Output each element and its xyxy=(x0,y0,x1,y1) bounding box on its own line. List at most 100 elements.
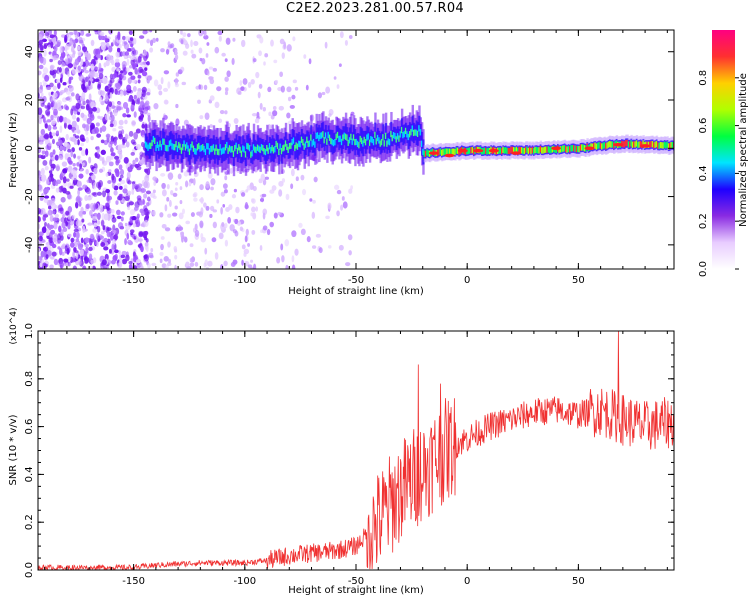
noise-speckle xyxy=(59,125,63,133)
noise-speckle xyxy=(112,229,117,234)
noise-speckle xyxy=(318,247,323,254)
noise-speckle xyxy=(74,130,77,134)
noise-speckle xyxy=(136,165,142,171)
ridge-band-core xyxy=(395,136,398,143)
ridge-band-core xyxy=(420,140,423,147)
noise-speckle xyxy=(67,144,71,150)
noise-speckle xyxy=(97,83,101,90)
noise-speckle xyxy=(80,237,84,244)
noise-speckle xyxy=(159,212,164,218)
noise-speckle xyxy=(66,178,70,182)
noise-speckle xyxy=(133,55,139,60)
noise-speckle xyxy=(271,185,277,191)
ridge-band-core xyxy=(291,138,294,146)
noise-speckle xyxy=(71,67,77,75)
ridge-band-core xyxy=(308,140,311,147)
noise-speckle xyxy=(212,221,218,229)
ridge-band-core xyxy=(195,148,198,155)
noise-speckle xyxy=(145,190,152,195)
ridge-band-core xyxy=(283,144,286,151)
noise-speckle xyxy=(218,232,224,240)
noise-speckle xyxy=(110,208,115,214)
ridge-band-core xyxy=(280,147,283,155)
noise-speckle xyxy=(120,216,124,222)
ridge-band-core xyxy=(344,133,347,140)
ridge-band-core xyxy=(354,139,357,146)
noise-speckle xyxy=(45,228,50,237)
noise-speckle xyxy=(123,41,128,45)
noise-speckle xyxy=(264,176,270,180)
noise-speckle xyxy=(41,174,47,182)
noise-speckle xyxy=(127,190,132,196)
noise-speckle xyxy=(107,180,112,184)
ridge-band-core xyxy=(160,144,163,151)
noise-speckle xyxy=(75,231,80,240)
noise-speckle xyxy=(160,77,164,85)
noise-speckle xyxy=(139,201,144,206)
noise-speckle xyxy=(164,227,171,232)
noise-speckle xyxy=(239,226,243,232)
noise-speckle xyxy=(286,112,291,119)
noise-speckle xyxy=(130,139,136,145)
ridge-band-core xyxy=(394,132,397,140)
noise-speckle xyxy=(67,148,72,153)
noise-speckle xyxy=(135,60,139,65)
noise-speckle xyxy=(232,37,236,42)
noise-speckle xyxy=(58,225,62,233)
noise-speckle xyxy=(143,54,148,62)
noise-speckle xyxy=(114,249,119,254)
noise-speckle xyxy=(51,210,56,215)
ridge-band-core xyxy=(577,145,580,153)
spectrogram-xtick-label: 0 xyxy=(464,275,470,286)
ridge-band-core xyxy=(530,147,533,155)
noise-speckle xyxy=(84,195,89,201)
noise-speckle xyxy=(54,181,59,187)
noise-speckle xyxy=(108,30,114,35)
noise-speckle xyxy=(168,199,172,207)
ridge-band-core xyxy=(578,146,581,153)
noise-speckle xyxy=(42,67,49,74)
noise-speckle xyxy=(336,210,340,217)
snr-ytick-label: 0.2 xyxy=(24,514,35,530)
noise-speckle xyxy=(125,141,130,148)
noise-speckle xyxy=(218,118,223,124)
noise-speckle xyxy=(59,90,66,94)
noise-speckle xyxy=(328,113,332,117)
noise-speckle xyxy=(38,223,41,230)
noise-speckle xyxy=(278,180,284,187)
noise-speckle xyxy=(70,108,74,116)
noise-speckle xyxy=(168,258,171,264)
noise-speckle xyxy=(117,183,122,187)
ridge-band-core xyxy=(327,131,330,139)
noise-speckle xyxy=(115,169,120,178)
noise-speckle xyxy=(136,90,142,98)
ridge-band-core xyxy=(392,132,395,139)
ridge-band-core xyxy=(443,148,446,156)
ridge-band-core xyxy=(450,149,453,156)
noise-speckle xyxy=(84,237,90,244)
ridge-band-core xyxy=(364,139,367,146)
noise-speckle xyxy=(229,224,235,232)
noise-speckle xyxy=(308,58,312,65)
noise-speckle xyxy=(104,85,109,92)
ridge-band-core xyxy=(319,132,322,139)
noise-speckle xyxy=(97,89,103,96)
ridge-band-core xyxy=(440,149,443,157)
noise-speckle xyxy=(209,124,213,128)
noise-speckle xyxy=(241,244,246,250)
noise-speckle xyxy=(80,149,86,157)
noise-speckle xyxy=(122,35,126,41)
noise-speckle xyxy=(102,225,106,231)
ridge-band-core xyxy=(203,145,206,153)
noise-speckle xyxy=(93,202,97,210)
noise-speckle xyxy=(41,150,46,155)
noise-speckle xyxy=(132,85,137,92)
noise-speckle xyxy=(67,205,73,213)
noise-speckle xyxy=(175,118,180,126)
noise-speckle xyxy=(210,186,214,191)
spectrogram-xtick-label: -150 xyxy=(122,275,145,286)
noise-speckle xyxy=(226,70,231,78)
noise-speckle xyxy=(153,180,157,187)
noise-speckle xyxy=(132,159,138,164)
ridge-band-core xyxy=(298,140,301,147)
